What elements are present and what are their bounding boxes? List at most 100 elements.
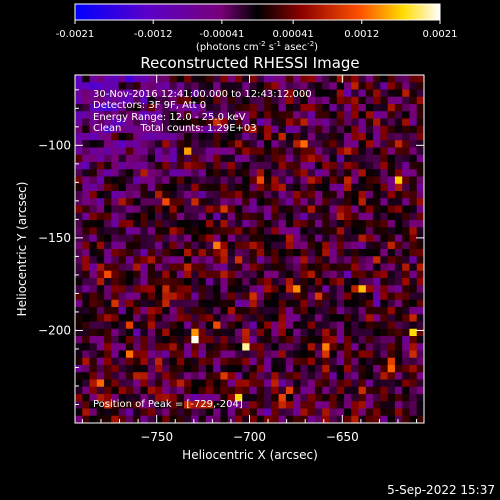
heatmap-cell <box>351 82 359 90</box>
heatmap-cell <box>220 104 229 112</box>
heatmap-cell <box>169 365 178 373</box>
heatmap-cell <box>184 96 192 105</box>
heatmap-cell <box>351 133 359 141</box>
heatmap-cell <box>133 394 141 402</box>
heatmap-cell <box>394 307 403 315</box>
heatmap-cell <box>307 336 316 344</box>
heatmap-cell <box>416 198 424 206</box>
heatmap-cell <box>314 365 323 373</box>
heatmap-cell <box>184 104 192 112</box>
heatmap-cell <box>402 386 410 395</box>
heatmap-cell <box>380 198 389 206</box>
heatmap-cell <box>162 336 170 344</box>
heatmap-cell <box>104 96 112 105</box>
heatmap-cell <box>307 256 316 264</box>
heatmap-cell <box>249 75 258 83</box>
heatmap-cell <box>344 212 352 221</box>
heatmap-cell <box>118 386 127 395</box>
heatmap-cell <box>344 82 352 90</box>
heatmap-cell <box>307 249 316 257</box>
heatmap-cell <box>300 205 309 214</box>
heatmap-cell <box>307 365 316 373</box>
heatmap-cell <box>344 183 352 192</box>
heatmap-cell <box>380 408 389 417</box>
heatmap-cell <box>409 386 418 395</box>
heatmap-cell <box>314 104 323 112</box>
heatmap-cell <box>307 343 316 351</box>
heatmap-cell <box>351 241 359 250</box>
heatmap-cell <box>242 408 250 417</box>
heatmap-cell <box>256 350 265 359</box>
heatmap-cell <box>205 321 214 330</box>
heatmap-cell <box>75 241 83 250</box>
heatmap-cell <box>147 191 156 199</box>
heatmap-cell <box>409 270 418 279</box>
heatmap-cell <box>293 241 301 250</box>
heatmap-cell <box>96 198 105 206</box>
heatmap-cell <box>176 82 185 90</box>
heatmap-cell <box>314 82 323 90</box>
heatmap-cell <box>278 212 287 221</box>
heatmap-cell <box>96 270 105 279</box>
heatmap-cell <box>278 321 287 330</box>
heatmap-cell <box>82 118 90 127</box>
heatmap-cell <box>409 372 418 380</box>
heatmap-cell <box>140 314 149 322</box>
heatmap-cell <box>205 96 214 105</box>
heatmap-cell <box>213 372 221 380</box>
heatmap-cell <box>234 183 243 192</box>
heatmap-cell <box>154 241 163 250</box>
heatmap-cell <box>75 386 83 395</box>
heatmap-cell <box>242 191 250 199</box>
heatmap-cell <box>191 241 199 250</box>
heatmap-cell <box>140 220 149 228</box>
heatmap-cell <box>147 169 156 177</box>
heatmap-cell <box>191 379 199 388</box>
colorbar-unit-label: (photons cm-2 s-1 asec-2) <box>196 40 318 53</box>
heatmap-cell <box>285 183 294 192</box>
heatmap-cell <box>147 140 156 148</box>
heatmap-cell <box>205 241 214 250</box>
heatmap-cell <box>176 270 185 279</box>
heatmap-cell <box>140 299 149 308</box>
heatmap-cell <box>133 299 141 308</box>
heatmap-cell <box>344 270 352 279</box>
heatmap-cell <box>205 183 214 192</box>
heatmap-cell <box>387 415 396 423</box>
heatmap-cell <box>387 111 396 119</box>
heatmap-cell <box>365 386 374 395</box>
heatmap-cell <box>169 394 178 402</box>
heatmap-cell <box>249 278 258 286</box>
heatmap-cell <box>242 133 250 141</box>
heatmap-cell <box>394 394 403 402</box>
heatmap-cell <box>314 379 323 388</box>
heatmap-cell <box>162 394 170 402</box>
heatmap-cell <box>133 169 141 177</box>
heatmap-cell <box>329 212 338 221</box>
heatmap-cell <box>133 350 141 359</box>
heatmap-cell <box>278 285 287 293</box>
heatmap-cell <box>96 321 105 330</box>
heatmap-cell <box>198 89 207 98</box>
heatmap-cell <box>147 133 156 141</box>
heatmap-cell <box>125 162 134 170</box>
heatmap-cell <box>154 285 163 293</box>
heatmap-cell <box>154 415 163 423</box>
heatmap-cell <box>111 256 120 264</box>
heatmap-cell <box>118 133 127 141</box>
heatmap-cell <box>82 278 90 286</box>
heatmap-cell <box>176 263 185 272</box>
heatmap-cell <box>358 118 367 127</box>
heatmap-cell <box>111 104 120 112</box>
heatmap-cell <box>300 401 309 409</box>
heatmap-cell <box>213 328 221 337</box>
heatmap-cell <box>176 140 185 148</box>
heatmap-cell <box>278 147 287 156</box>
heatmap-cell <box>402 350 410 359</box>
heatmap-cell <box>293 154 301 163</box>
heatmap-cell <box>314 415 323 423</box>
heatmap-cell <box>213 82 221 90</box>
heatmap-cell <box>227 278 236 286</box>
heatmap-cell <box>82 307 90 315</box>
heatmap-cell <box>111 328 120 337</box>
